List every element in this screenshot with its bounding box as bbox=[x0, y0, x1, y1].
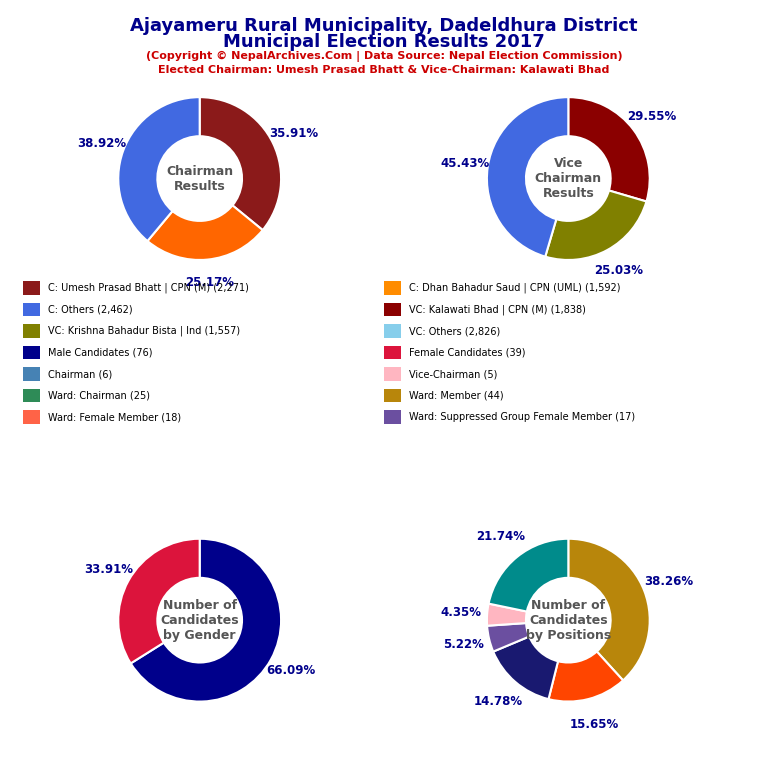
Text: Elected Chairman: Umesh Prasad Bhatt & Vice-Chairman: Kalawati Bhad: Elected Chairman: Umesh Prasad Bhatt & V… bbox=[158, 65, 610, 74]
Text: 4.35%: 4.35% bbox=[441, 607, 482, 619]
Text: 5.22%: 5.22% bbox=[443, 638, 484, 651]
Text: 15.65%: 15.65% bbox=[570, 718, 619, 731]
Text: Ward: Female Member (18): Ward: Female Member (18) bbox=[48, 412, 180, 422]
Wedge shape bbox=[487, 97, 568, 257]
Wedge shape bbox=[131, 539, 281, 701]
Text: 66.09%: 66.09% bbox=[266, 664, 316, 677]
Text: 25.03%: 25.03% bbox=[594, 263, 643, 276]
Text: Ward: Chairman (25): Ward: Chairman (25) bbox=[48, 390, 150, 401]
Text: Ward: Suppressed Group Female Member (17): Ward: Suppressed Group Female Member (17… bbox=[409, 412, 634, 422]
Text: Ajayameru Rural Municipality, Dadeldhura District: Ajayameru Rural Municipality, Dadeldhura… bbox=[131, 17, 637, 35]
Wedge shape bbox=[548, 651, 623, 701]
Text: Number of
Candidates
by Gender: Number of Candidates by Gender bbox=[161, 599, 239, 641]
Text: Female Candidates (39): Female Candidates (39) bbox=[409, 347, 525, 358]
Wedge shape bbox=[493, 637, 558, 699]
Wedge shape bbox=[487, 604, 527, 626]
Text: Vice
Chairman
Results: Vice Chairman Results bbox=[535, 157, 602, 200]
Text: Number of
Candidates
by Positions: Number of Candidates by Positions bbox=[525, 599, 611, 641]
Text: Male Candidates (76): Male Candidates (76) bbox=[48, 347, 152, 358]
Text: Chairman
Results: Chairman Results bbox=[166, 164, 233, 193]
Text: VC: Krishna Bahadur Bista | Ind (1,557): VC: Krishna Bahadur Bista | Ind (1,557) bbox=[48, 326, 240, 336]
Text: C: Others (2,462): C: Others (2,462) bbox=[48, 304, 132, 315]
Text: Municipal Election Results 2017: Municipal Election Results 2017 bbox=[223, 33, 545, 51]
Text: C: Dhan Bahadur Saud | CPN (UML) (1,592): C: Dhan Bahadur Saud | CPN (UML) (1,592) bbox=[409, 283, 620, 293]
Text: 29.55%: 29.55% bbox=[627, 110, 677, 123]
Text: 38.92%: 38.92% bbox=[77, 137, 126, 150]
Text: 21.74%: 21.74% bbox=[476, 531, 525, 543]
Text: C: Umesh Prasad Bhatt | CPN (M) (2,271): C: Umesh Prasad Bhatt | CPN (M) (2,271) bbox=[48, 283, 249, 293]
Wedge shape bbox=[568, 97, 650, 201]
Text: VC: Kalawati Bhad | CPN (M) (1,838): VC: Kalawati Bhad | CPN (M) (1,838) bbox=[409, 304, 585, 315]
Wedge shape bbox=[147, 205, 263, 260]
Wedge shape bbox=[488, 539, 568, 611]
Wedge shape bbox=[545, 190, 647, 260]
Text: 45.43%: 45.43% bbox=[441, 157, 490, 170]
Text: 14.78%: 14.78% bbox=[474, 695, 523, 708]
Text: 38.26%: 38.26% bbox=[644, 575, 693, 588]
Wedge shape bbox=[487, 623, 529, 651]
Wedge shape bbox=[118, 539, 200, 664]
Text: 33.91%: 33.91% bbox=[84, 563, 133, 576]
Text: Ward: Member (44): Ward: Member (44) bbox=[409, 390, 503, 401]
Wedge shape bbox=[200, 97, 281, 230]
Wedge shape bbox=[568, 539, 650, 680]
Text: (Copyright © NepalArchives.Com | Data Source: Nepal Election Commission): (Copyright © NepalArchives.Com | Data So… bbox=[146, 51, 622, 61]
Text: 25.17%: 25.17% bbox=[185, 276, 234, 289]
Text: Chairman (6): Chairman (6) bbox=[48, 369, 112, 379]
Text: Vice-Chairman (5): Vice-Chairman (5) bbox=[409, 369, 497, 379]
Text: 35.91%: 35.91% bbox=[270, 127, 319, 141]
Text: VC: Others (2,826): VC: Others (2,826) bbox=[409, 326, 500, 336]
Wedge shape bbox=[118, 97, 200, 241]
